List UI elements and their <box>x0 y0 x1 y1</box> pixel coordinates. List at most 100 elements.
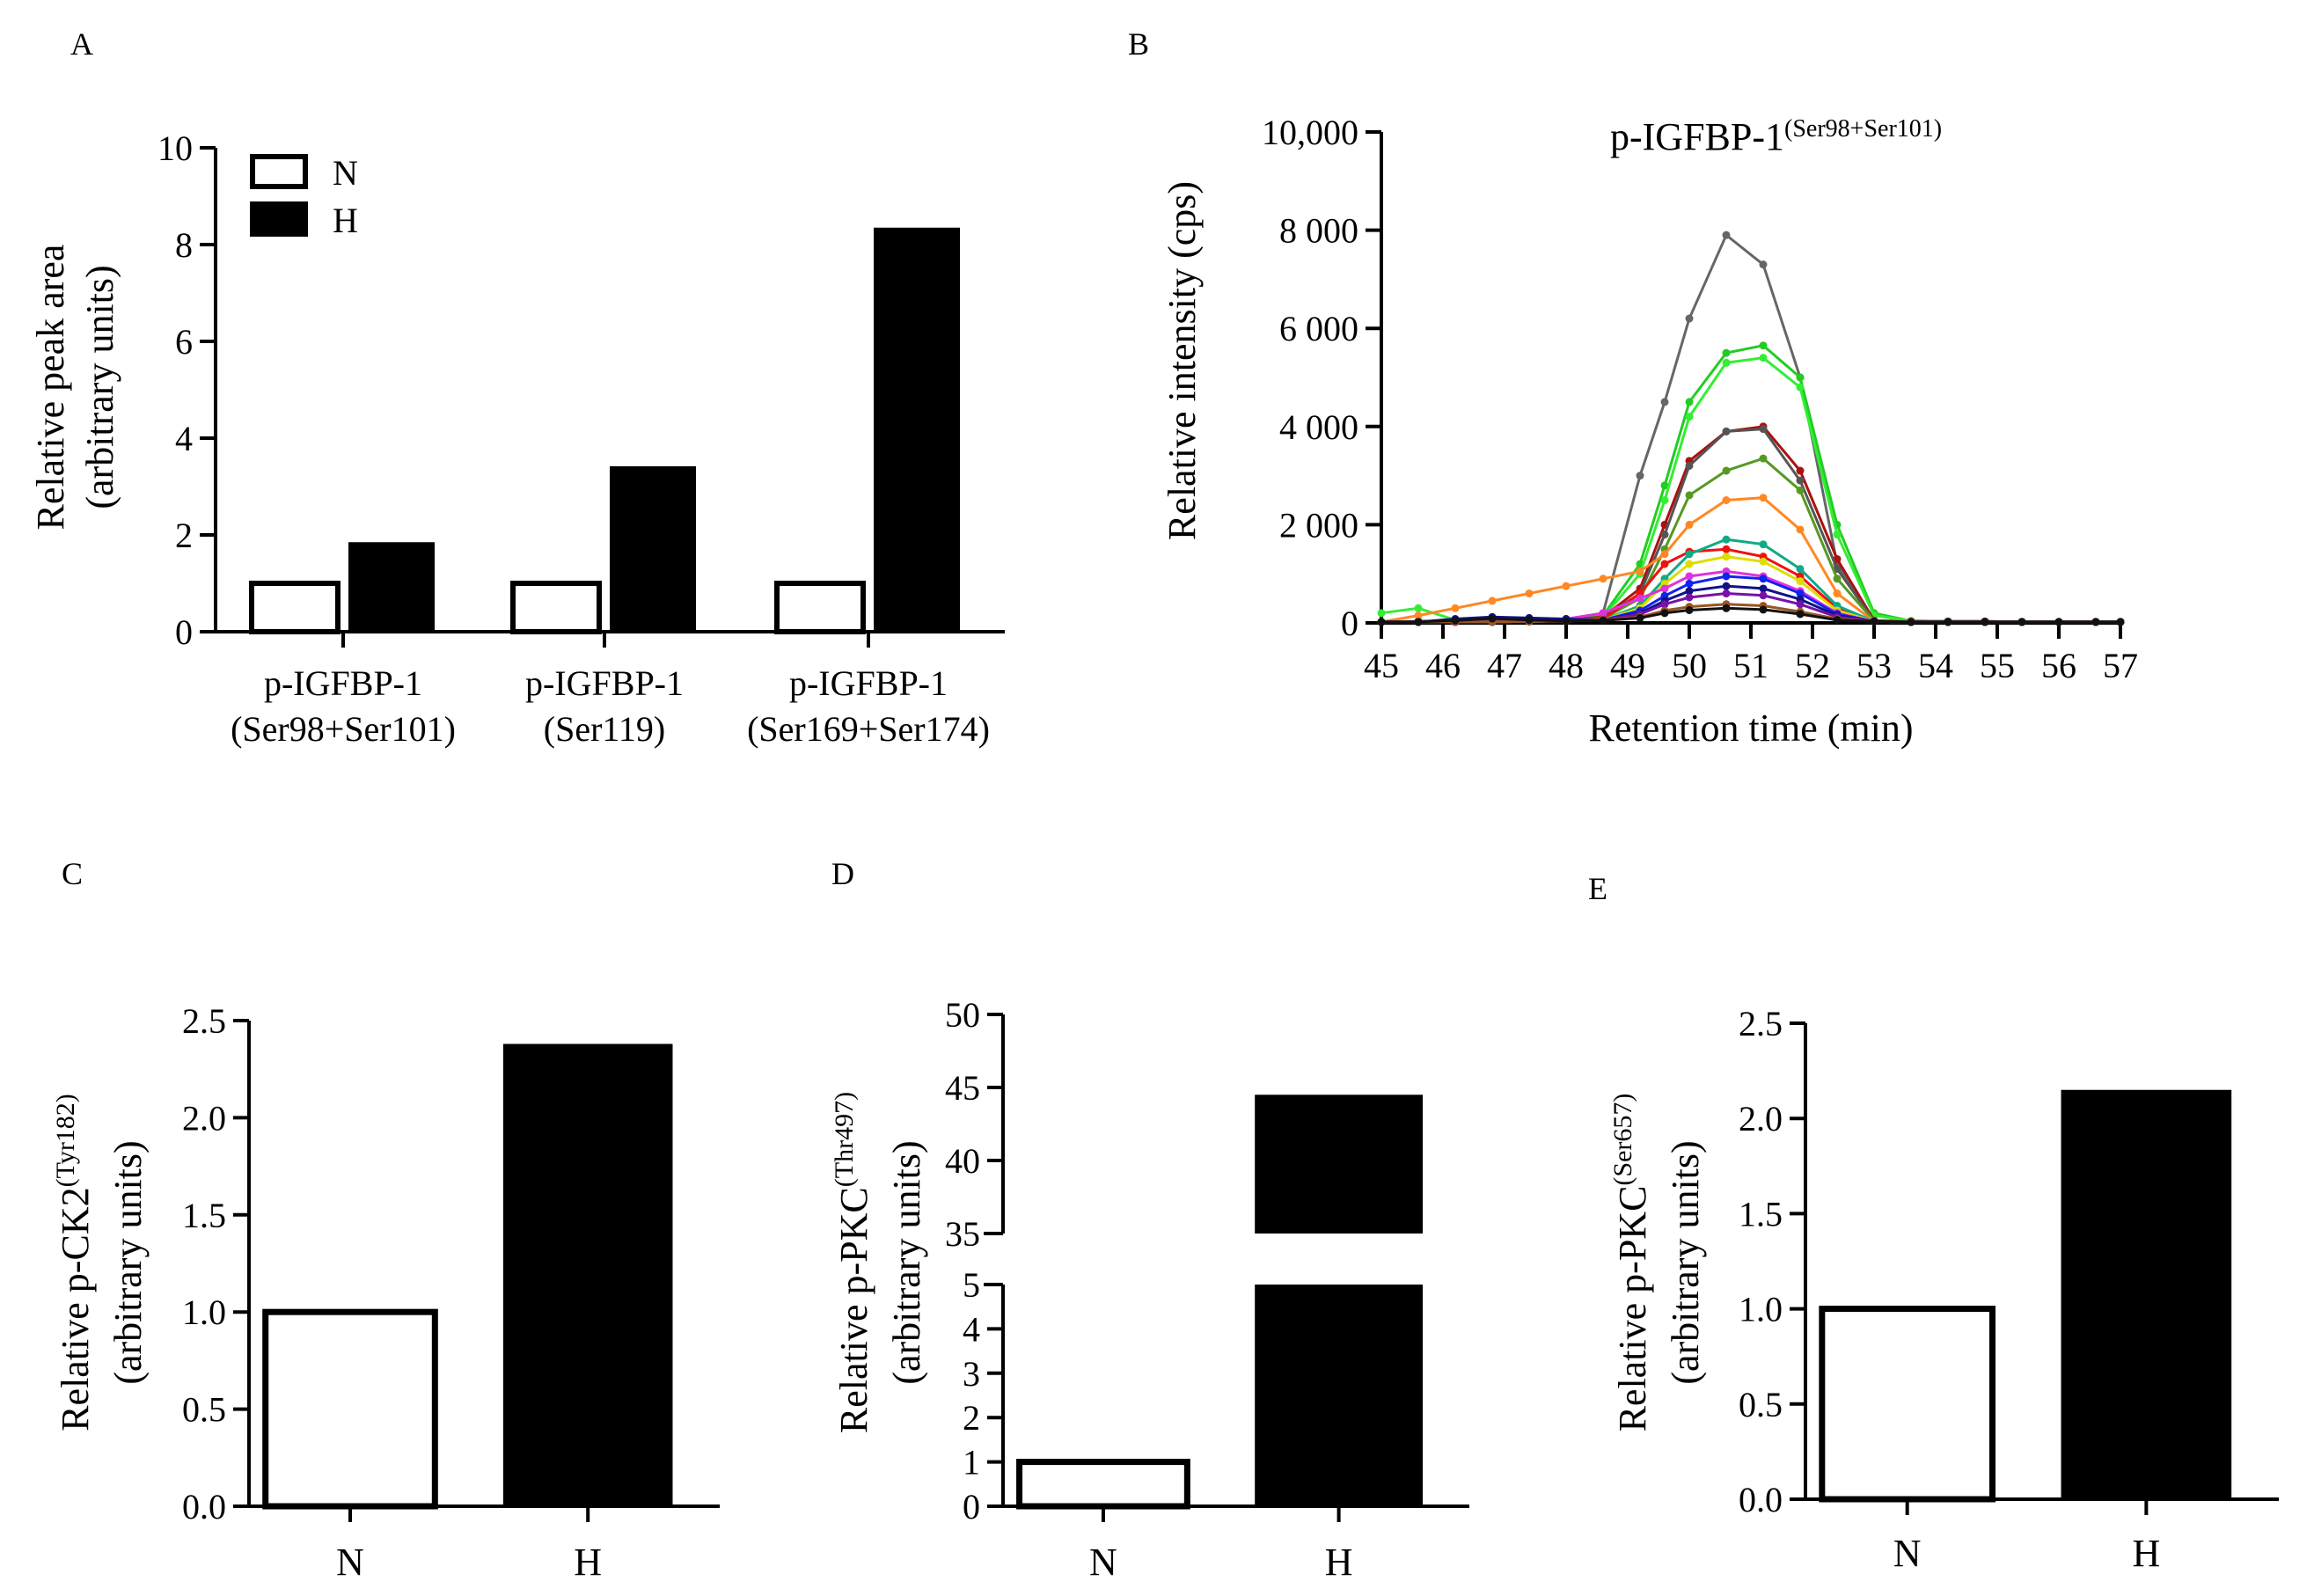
panel-label-a: A <box>70 26 93 62</box>
series-point-trace-navy <box>1685 587 1694 596</box>
series-point-trace-green-2 <box>1414 604 1423 612</box>
x-category-label: (Ser119) <box>544 709 665 749</box>
y-tick-label: 45 <box>945 1068 980 1108</box>
series-point-trace-purple <box>1685 593 1694 602</box>
series-point-trace-black <box>1525 616 1534 625</box>
x-tick-label: 48 <box>1549 646 1584 685</box>
series-point-trace-green-2 <box>1685 413 1694 421</box>
bar-h-3 <box>874 227 960 632</box>
x-category-label: H <box>574 1541 602 1584</box>
series-point-trace-yellow <box>1759 557 1768 566</box>
y-tick-label: 35 <box>945 1214 980 1254</box>
series-point-trace-black <box>1870 617 1878 626</box>
series-point-trace-green-2 <box>1759 354 1768 362</box>
bar-h <box>502 1043 673 1506</box>
series-line-trace-green-2 <box>1380 356 2120 624</box>
series-point-trace-black <box>1944 618 1952 626</box>
series-point-trace-black <box>1759 605 1768 614</box>
y-tick-label: 5 <box>963 1265 980 1305</box>
y-axis-title-units-part-0: (arbitrary units) <box>1664 1140 1707 1384</box>
x-tick-label: 56 <box>2041 646 2076 685</box>
series-point-trace-green-2 <box>1833 531 1842 539</box>
series-point-trace-red <box>1722 545 1731 553</box>
x-category-label: N <box>336 1541 364 1584</box>
y-tick-label: 4 <box>175 419 193 458</box>
legend-label-h: H <box>333 201 358 240</box>
x-tick-label: 52 <box>1795 646 1830 685</box>
y-tick-label: 4 <box>963 1309 980 1349</box>
y-tick-label: 10,000 <box>1262 113 1358 152</box>
y-tick-label: 0.0 <box>182 1487 226 1526</box>
series-point-trace-black <box>1562 617 1571 626</box>
x-tick-label: 47 <box>1487 646 1522 685</box>
series-point-trace-green-1 <box>1796 373 1805 382</box>
y-tick-label: 4 000 <box>1279 407 1358 447</box>
chart-title: p-IGFBP-1(Ser98+Ser101) <box>1610 115 1942 159</box>
y-tick-label: 1 <box>963 1443 980 1483</box>
series-point-trace-black <box>1722 604 1731 612</box>
x-tick-label: 46 <box>1425 646 1461 685</box>
y-axis-title-units-part-0: (arbitrary units) <box>885 1140 928 1384</box>
series-point-trace-teal <box>1722 535 1731 544</box>
series-point-trace-teal <box>1796 565 1805 574</box>
x-category-label: p-IGFBP-1 <box>525 663 684 703</box>
x-category-label: N <box>1089 1541 1117 1584</box>
y-axis-title-units: (arbitrary units) <box>78 265 121 509</box>
bar-h-1 <box>348 542 435 632</box>
series-point-trace-black <box>1981 618 1989 626</box>
series-point-trace-yellow <box>1722 553 1731 561</box>
chart-title-sup: (Ser98+Ser101) <box>1784 115 1942 143</box>
legend-swatch-n <box>250 154 308 189</box>
y-tick-label: 2.5 <box>182 1001 226 1041</box>
y-tick-label: 8 <box>175 225 193 265</box>
series-point-trace-black <box>1907 618 1915 626</box>
x-axis-title: Retention time (min) <box>1588 706 1913 750</box>
x-tick-label: 49 <box>1610 646 1645 685</box>
y-tick-label: 0 <box>175 612 193 652</box>
series-point-trace-black <box>2091 618 2100 626</box>
y-tick-label: 10 <box>157 128 193 168</box>
x-tick-label: 53 <box>1856 646 1892 685</box>
series-point-trace-blue <box>1796 589 1805 598</box>
series-point-trace-orange <box>1525 589 1534 598</box>
series-line-trace-yellow <box>1381 555 2120 624</box>
x-category-label: (Ser169+Ser174) <box>747 709 990 749</box>
y-axis-title-part-1: (Tyr182) <box>51 1094 80 1187</box>
series-point-trace-purple <box>1722 589 1731 598</box>
y-tick-label: 6 <box>175 322 193 362</box>
y-axis-title-units: (arbitrary units) <box>1664 1140 1707 1384</box>
series-point-trace-magenta <box>1636 594 1644 603</box>
y-tick-label: 2.5 <box>1739 1004 1783 1043</box>
y-tick-label: 6 000 <box>1279 309 1358 348</box>
series-point-trace-blue <box>1759 575 1768 583</box>
series-point-trace-blue <box>1722 572 1731 581</box>
y-axis-title-part-1: (Thr497) <box>830 1092 859 1187</box>
bar-h-upper-segment <box>1255 1095 1423 1234</box>
y-axis-title-units: (arbitrary units) <box>106 1140 150 1384</box>
bar-h-lower-segment <box>1255 1285 1423 1506</box>
y-axis-title-part-0: Relative p-CK2 <box>54 1187 97 1431</box>
series-point-trace-blue <box>1685 579 1694 588</box>
series-point-trace-olive <box>1685 491 1694 500</box>
series-point-trace-olive <box>1833 575 1842 583</box>
bar-n <box>1016 1459 1190 1510</box>
x-category-label: H <box>1325 1541 1353 1584</box>
series-point-trace-gray <box>1759 260 1768 269</box>
y-tick-label: 8 000 <box>1279 211 1358 251</box>
series-point-trace-darkgray <box>1796 476 1805 485</box>
series-point-trace-orange <box>1796 525 1805 534</box>
y-tick-label: 2 <box>963 1398 980 1438</box>
x-category-label: N <box>1893 1532 1922 1575</box>
y-tick-label: 2 <box>175 516 193 555</box>
series-point-trace-black <box>1488 614 1497 623</box>
series-point-trace-orange <box>1660 550 1669 559</box>
y-tick-label: 3 <box>963 1354 980 1394</box>
y-axis-title-units: (arbitrary units) <box>885 1140 928 1384</box>
x-category-label: H <box>2132 1532 2160 1575</box>
series-point-trace-purple <box>1660 600 1669 609</box>
y-axis-title-units-part-0: (arbitrary units) <box>78 265 121 509</box>
series-line-trace-darkred <box>1380 425 2120 624</box>
x-category-label: p-IGFBP-1 <box>789 663 948 703</box>
